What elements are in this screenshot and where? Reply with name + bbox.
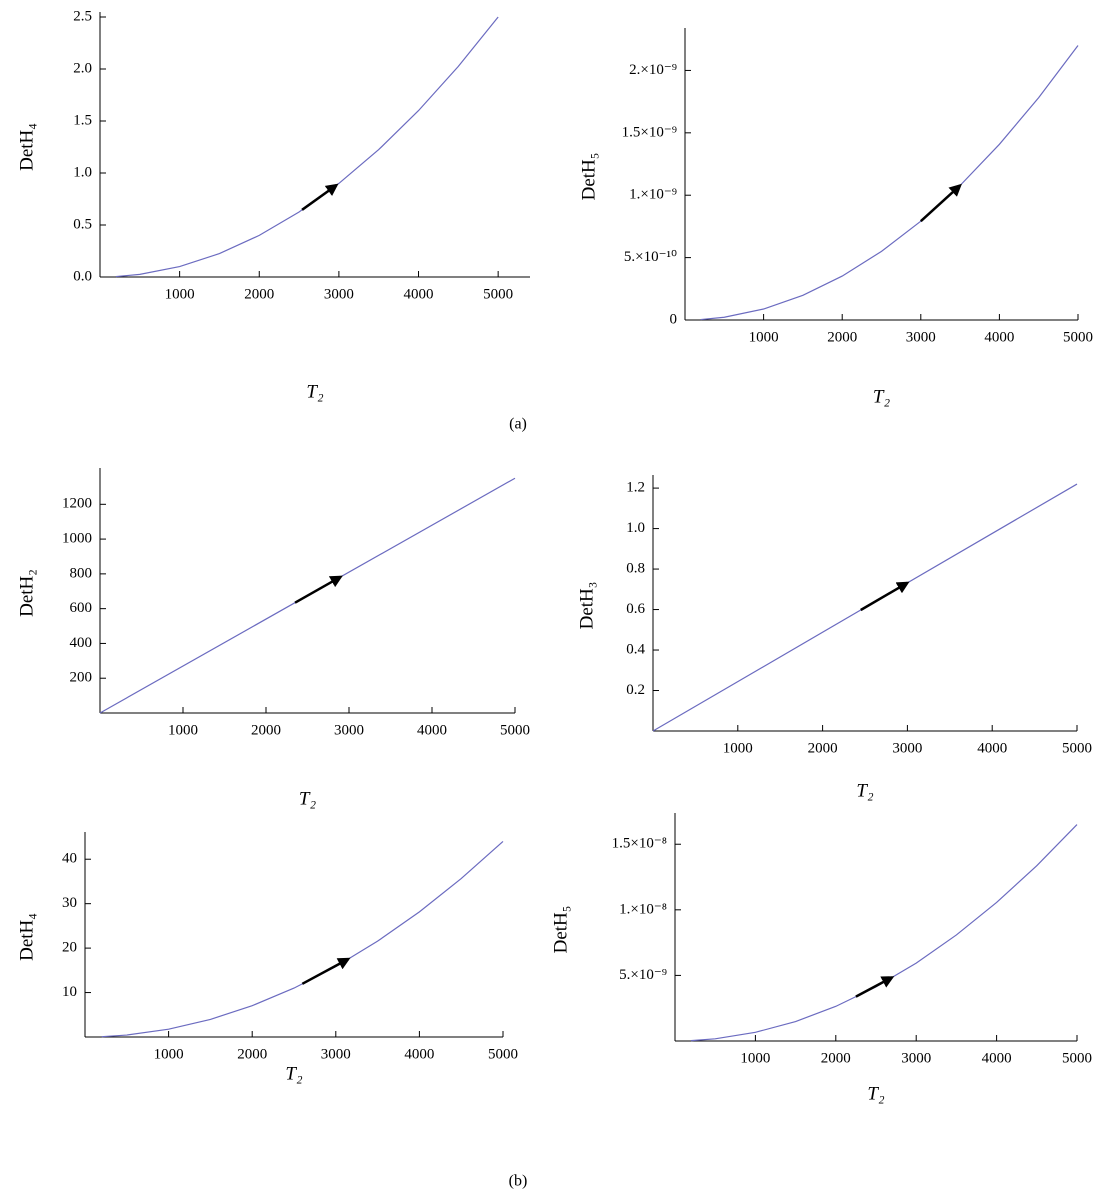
y-tick-label: 800 xyxy=(70,565,93,581)
y-tick-label: 20 xyxy=(62,940,77,956)
data-line xyxy=(691,824,1078,1042)
y-tick-label: 2.5 xyxy=(73,8,92,24)
x-tick-label: 2000 xyxy=(808,740,838,756)
arrow xyxy=(855,976,895,998)
data-line xyxy=(101,840,504,1038)
x-tick-label: 4000 xyxy=(984,329,1014,345)
caption: (b) xyxy=(509,1173,528,1190)
y-axis-title: DetH₃ xyxy=(576,582,597,630)
y-axis-title: DetH₂ xyxy=(16,569,37,617)
x-tick-label: 4000 xyxy=(404,1046,434,1062)
y-tick-label: 200 xyxy=(70,670,93,686)
y-tick-label: 40 xyxy=(62,851,77,867)
x-tick-label: 3000 xyxy=(324,286,354,302)
y-axis-title: DetH₅ xyxy=(550,906,571,954)
x-tick-label: 4000 xyxy=(404,286,434,302)
x-tick-label: 2000 xyxy=(244,286,274,302)
x-axis-title: T₂ xyxy=(867,1083,885,1104)
x-tick-label: 1000 xyxy=(154,1046,184,1062)
x-tick-label: 1000 xyxy=(165,286,195,302)
x-tick-label: 3000 xyxy=(321,1046,351,1062)
x-axis-title: T₂ xyxy=(306,381,324,402)
y-tick-label: 2.×10⁻⁹ xyxy=(629,62,677,78)
y-tick-label: 5.×10⁻¹⁰ xyxy=(624,249,677,265)
arrow xyxy=(919,183,962,223)
x-tick-label: 1000 xyxy=(168,722,198,738)
x-axis-title: T₂ xyxy=(856,780,874,801)
x-tick-label: 3000 xyxy=(901,1050,931,1066)
y-tick-label: 0.6 xyxy=(626,601,645,617)
y-tick-label: 600 xyxy=(70,600,93,616)
y-tick-label: 1200 xyxy=(62,496,92,512)
x-tick-label: 4000 xyxy=(977,740,1007,756)
data-line xyxy=(115,16,499,278)
x-tick-label: 4000 xyxy=(982,1050,1012,1066)
arrow xyxy=(301,183,339,211)
x-axis-title: T₂ xyxy=(285,1063,303,1084)
y-tick-label: 0.2 xyxy=(626,682,645,698)
caption: (a) xyxy=(509,416,527,433)
x-tick-label: 3000 xyxy=(892,740,922,756)
y-tick-label: 1000 xyxy=(62,531,92,547)
x-tick-label: 2000 xyxy=(827,329,857,345)
y-tick-label: 0.0 xyxy=(73,268,92,284)
y-tick-label: 2.0 xyxy=(73,60,92,76)
y-tick-label: 1.×10⁻⁹ xyxy=(629,187,677,203)
y-tick-label: 0.8 xyxy=(626,561,645,577)
y-axis-title: DetH₅ xyxy=(578,153,599,201)
y-tick-label: 1.×10⁻⁸ xyxy=(619,901,667,917)
x-axis-title: T₂ xyxy=(873,386,891,407)
y-tick-label: 1.5×10⁻⁹ xyxy=(622,124,677,140)
x-tick-label: 5000 xyxy=(1062,1050,1092,1066)
arrow xyxy=(301,957,351,985)
x-tick-label: 1000 xyxy=(749,329,779,345)
x-tick-label: 2000 xyxy=(237,1046,267,1062)
x-tick-label: 2000 xyxy=(251,722,281,738)
x-tick-label: 5000 xyxy=(483,286,513,302)
y-tick-label: 0 xyxy=(670,311,678,327)
y-tick-label: 1.2 xyxy=(626,480,645,496)
x-tick-label: 5000 xyxy=(500,722,530,738)
x-axis-title: T₂ xyxy=(299,788,317,809)
x-tick-label: 1000 xyxy=(723,740,753,756)
y-tick-label: 1.5×10⁻⁸ xyxy=(612,836,667,852)
x-tick-label: 5000 xyxy=(1062,740,1092,756)
y-tick-label: 1.5 xyxy=(73,112,92,128)
y-tick-label: 30 xyxy=(62,895,77,911)
x-tick-label: 3000 xyxy=(906,329,936,345)
y-tick-label: 10 xyxy=(62,984,77,1000)
x-tick-label: 4000 xyxy=(417,722,447,738)
x-tick-label: 2000 xyxy=(821,1050,851,1066)
x-tick-label: 3000 xyxy=(334,722,364,738)
y-tick-label: 400 xyxy=(70,635,93,651)
y-tick-label: 1.0 xyxy=(73,164,92,180)
y-tick-label: 1.0 xyxy=(626,520,645,536)
y-tick-label: 5.×10⁻⁹ xyxy=(619,967,667,983)
y-tick-label: 0.5 xyxy=(73,216,92,232)
y-axis-title: DetH₄ xyxy=(16,123,37,171)
x-tick-label: 1000 xyxy=(740,1050,770,1066)
x-tick-label: 5000 xyxy=(1063,329,1093,345)
x-tick-label: 5000 xyxy=(488,1046,518,1062)
y-axis-title: DetH₄ xyxy=(16,913,37,961)
arrow xyxy=(860,581,910,612)
data-line xyxy=(700,45,1079,321)
y-tick-label: 0.4 xyxy=(626,641,645,657)
arrow xyxy=(294,575,343,604)
